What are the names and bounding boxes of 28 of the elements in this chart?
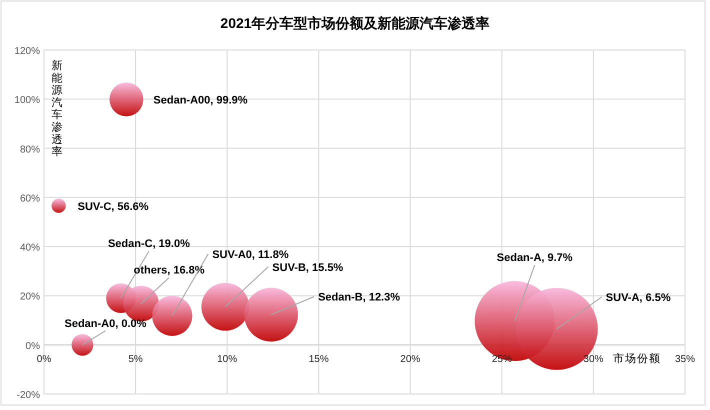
x-tick-label: 20%: [400, 354, 420, 365]
chart-title: 2021年分车型市场份额及新能源汽车渗透率: [220, 15, 490, 31]
y-tick-label: 80%: [20, 144, 40, 156]
y-tick-label: 0%: [26, 340, 40, 352]
y-tick-label: 60%: [20, 193, 40, 204]
x-axis-title: 市场份额: [613, 352, 661, 365]
data-label: SUV-A, 6.5%: [606, 292, 671, 304]
data-label: SUV-B, 15.5%: [272, 262, 344, 274]
data-label: SUV-C, 56.6%: [78, 200, 149, 213]
x-tick-label: 30%: [583, 354, 604, 365]
data-label: others, 16.8%: [134, 264, 205, 277]
x-tick-label: 15%: [308, 354, 329, 365]
data-label: Sedan-C, 19.0%: [108, 238, 190, 250]
data-label: Sedan-A, 9.7%: [496, 252, 573, 264]
y-tick-label: -20%: [16, 390, 40, 401]
y-tick-label: 40%: [20, 242, 40, 254]
data-label: Sedan-A0, 0.0%: [64, 318, 147, 330]
y-tick-label: 120%: [14, 46, 40, 57]
data-label: SUV-A0, 11.8%: [212, 248, 289, 261]
x-tick-label: 10%: [217, 354, 238, 365]
x-tick-label: 0%: [36, 354, 52, 365]
data-label: Sedan-B, 12.3%: [318, 292, 400, 304]
y-tick-label: 100%: [14, 95, 40, 106]
y-axis-title: 新能源汽车渗透率: [52, 59, 62, 158]
y-tick-label: 20%: [20, 292, 40, 303]
data-label: Sedan-A00, 99.9%: [153, 94, 248, 106]
x-tick-label: 35%: [674, 354, 696, 365]
x-tick-label: 5%: [128, 354, 143, 365]
